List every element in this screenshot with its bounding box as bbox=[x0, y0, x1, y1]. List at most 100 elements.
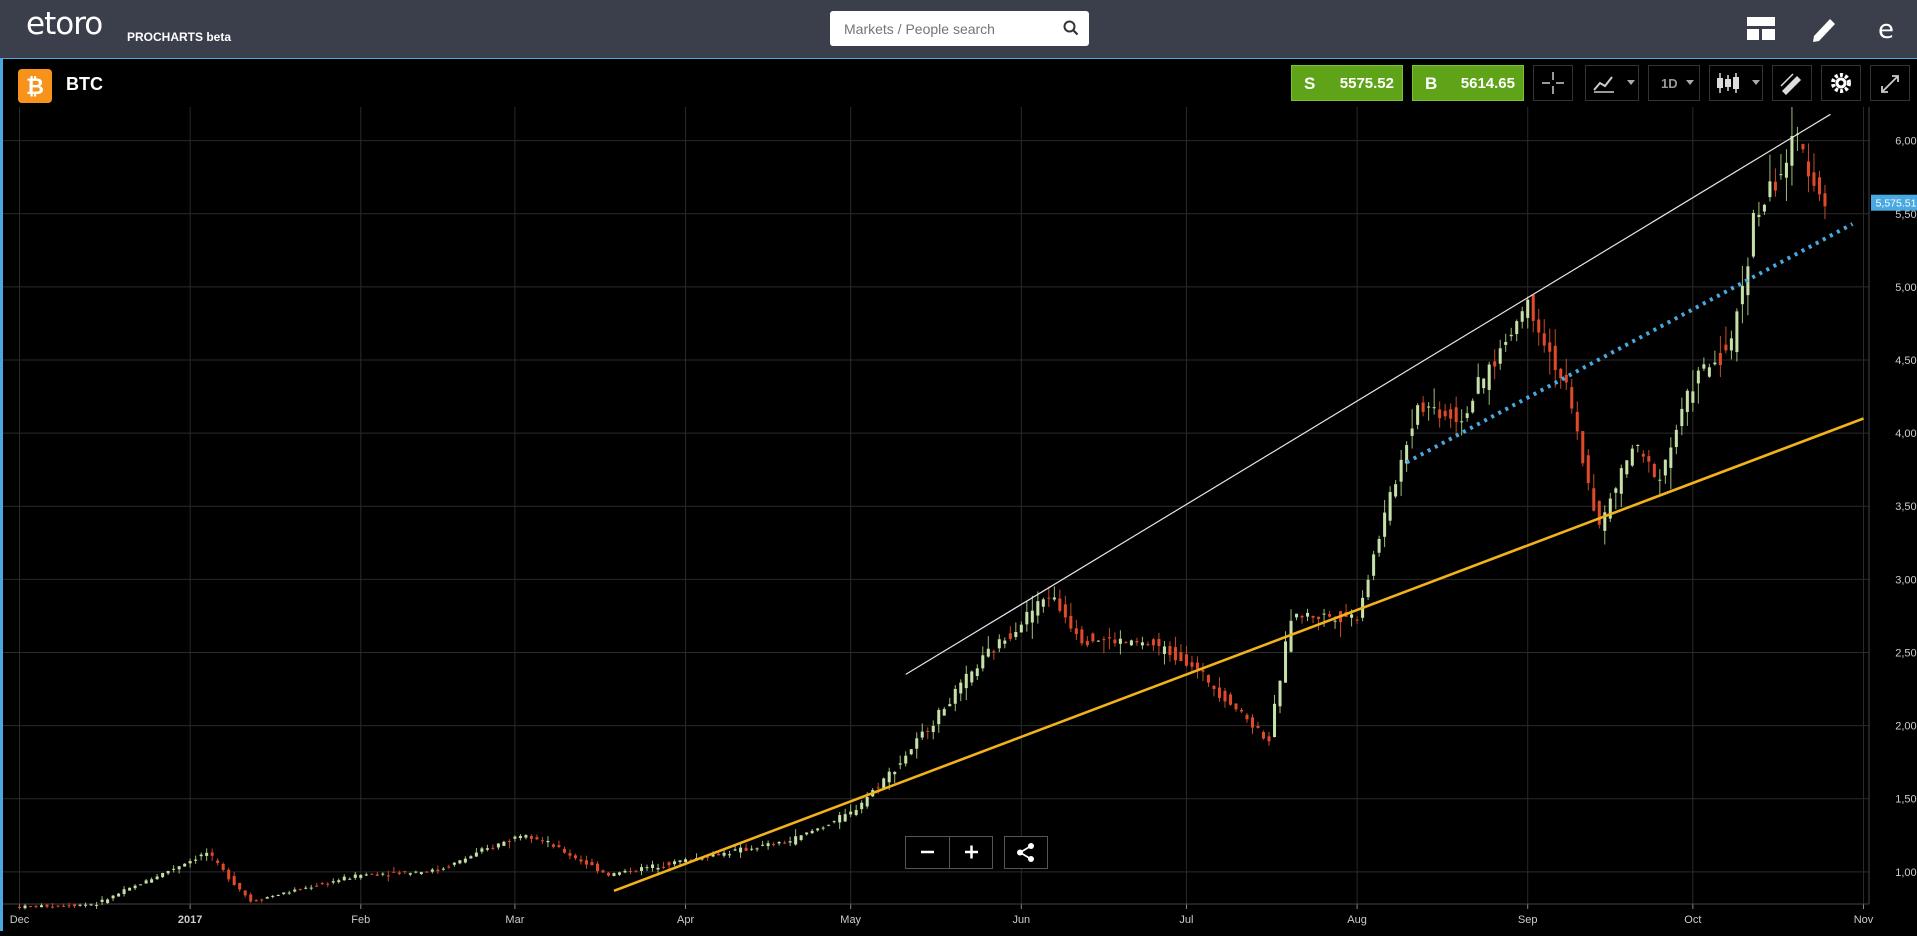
candlestick-chart[interactable]: 1,000 1,500 2,000 2,500 3,000 3,500 4,000 4,500… bbox=[3, 106, 1917, 931]
x-axis-label: Feb bbox=[351, 914, 370, 926]
candle-body bbox=[772, 844, 776, 846]
candle-body bbox=[584, 860, 588, 865]
search-icon[interactable] bbox=[1063, 20, 1079, 36]
candle-body bbox=[1564, 374, 1568, 383]
zoom-in-button[interactable] bbox=[950, 837, 993, 868]
candle-body bbox=[315, 885, 319, 887]
candle-body bbox=[915, 738, 919, 749]
etoro-user-icon[interactable]: e bbox=[1872, 14, 1904, 44]
search-input[interactable] bbox=[842, 20, 1056, 38]
candle-body bbox=[78, 904, 82, 906]
zoom-out-button[interactable] bbox=[906, 837, 949, 868]
candle-body bbox=[1482, 378, 1486, 389]
edit-pencil-icon[interactable] bbox=[1808, 14, 1840, 44]
candle-body bbox=[1790, 136, 1794, 166]
candle-body bbox=[1586, 455, 1590, 484]
candle-body bbox=[887, 771, 891, 783]
candle-body bbox=[1504, 341, 1508, 345]
crosshair-button[interactable] bbox=[1533, 65, 1573, 101]
candle-body bbox=[1355, 619, 1359, 621]
candle-body bbox=[441, 868, 445, 870]
candle-body bbox=[150, 879, 154, 883]
candle-body bbox=[56, 905, 60, 907]
candle-body bbox=[1366, 579, 1370, 598]
indicators-dropdown[interactable] bbox=[1585, 65, 1639, 101]
candle-body bbox=[1063, 604, 1067, 618]
candle-body bbox=[865, 797, 869, 807]
candle-body bbox=[1641, 453, 1645, 457]
y-axis-label: 1,000 bbox=[1895, 867, 1917, 879]
candle-body bbox=[1267, 736, 1271, 742]
candle-body bbox=[452, 862, 456, 865]
candle-body bbox=[227, 869, 231, 880]
sell-price: 5575.52 bbox=[1339, 75, 1394, 92]
candle-body bbox=[634, 870, 638, 872]
candle-body bbox=[287, 892, 291, 894]
candle-body bbox=[1256, 725, 1260, 728]
candle-body bbox=[1019, 624, 1023, 633]
candle-body bbox=[1085, 640, 1089, 646]
candle-body bbox=[243, 890, 247, 896]
candle-body bbox=[84, 904, 88, 906]
candle-body bbox=[40, 905, 44, 908]
candle-body bbox=[546, 840, 550, 843]
x-axis-label: May bbox=[840, 914, 861, 926]
candle-body bbox=[1421, 402, 1425, 412]
candle-body bbox=[1460, 421, 1464, 423]
candle-body bbox=[601, 870, 605, 873]
candle-body bbox=[810, 830, 814, 834]
candle-body bbox=[1410, 428, 1414, 436]
candle-body bbox=[1223, 690, 1227, 702]
candle-body bbox=[1669, 447, 1673, 468]
candle-body bbox=[496, 843, 500, 848]
candle-body bbox=[1058, 598, 1062, 611]
share-button[interactable] bbox=[1004, 836, 1048, 869]
candle-body bbox=[238, 882, 242, 890]
x-axis-label: Dec bbox=[10, 914, 30, 926]
chart-type-dropdown[interactable] bbox=[1709, 65, 1763, 101]
search-box[interactable] bbox=[830, 11, 1089, 46]
candle-body bbox=[260, 899, 264, 901]
candle-body bbox=[794, 836, 798, 845]
candle-body bbox=[1443, 410, 1447, 417]
chevron-down-icon bbox=[1686, 80, 1694, 85]
fullscreen-button[interactable] bbox=[1870, 65, 1910, 101]
settings-button[interactable] bbox=[1821, 65, 1861, 101]
candle-body bbox=[1740, 285, 1744, 305]
buy-button[interactable]: B 5614.65 bbox=[1412, 65, 1524, 101]
candle-body bbox=[678, 860, 682, 863]
candle-body bbox=[342, 876, 346, 881]
sell-button[interactable]: S 5575.52 bbox=[1291, 65, 1403, 101]
candle-body bbox=[684, 859, 688, 863]
candle-body bbox=[926, 730, 930, 732]
candle-body bbox=[1162, 646, 1166, 654]
y-axis-label: 5,000 bbox=[1895, 282, 1917, 294]
candle-body bbox=[359, 874, 363, 878]
candle-body bbox=[309, 887, 313, 889]
drawing-tools-button[interactable] bbox=[1772, 65, 1812, 101]
candle-body bbox=[1680, 408, 1684, 427]
candle-body bbox=[1273, 703, 1277, 738]
timeframe-dropdown[interactable]: 1D bbox=[1648, 65, 1700, 101]
candle-body bbox=[1416, 405, 1420, 425]
crosshair-icon bbox=[1542, 72, 1564, 94]
settings-icon bbox=[1831, 73, 1851, 93]
price-chart[interactable]: 1,000 1,500 2,000 2,500 3,000 3,500 4,000 4,500… bbox=[0, 106, 1917, 931]
layout-icon[interactable] bbox=[1745, 14, 1777, 44]
sell-label: S bbox=[1304, 74, 1316, 93]
etoro-logo[interactable]: etoro bbox=[26, 6, 103, 42]
candle-body bbox=[1217, 687, 1221, 698]
candle-body bbox=[166, 870, 170, 874]
candle-body bbox=[524, 835, 528, 838]
candle-body bbox=[777, 842, 781, 844]
candle-body bbox=[1559, 368, 1563, 379]
candle-body bbox=[144, 880, 148, 884]
candle-body bbox=[1652, 464, 1656, 478]
candle-body bbox=[838, 815, 842, 823]
candle-body bbox=[1515, 321, 1519, 335]
candle-body bbox=[1663, 459, 1667, 476]
candle-body bbox=[1702, 364, 1706, 369]
x-axis-label: 2017 bbox=[178, 914, 202, 926]
candle-body bbox=[386, 875, 390, 877]
candle-body bbox=[122, 889, 126, 894]
